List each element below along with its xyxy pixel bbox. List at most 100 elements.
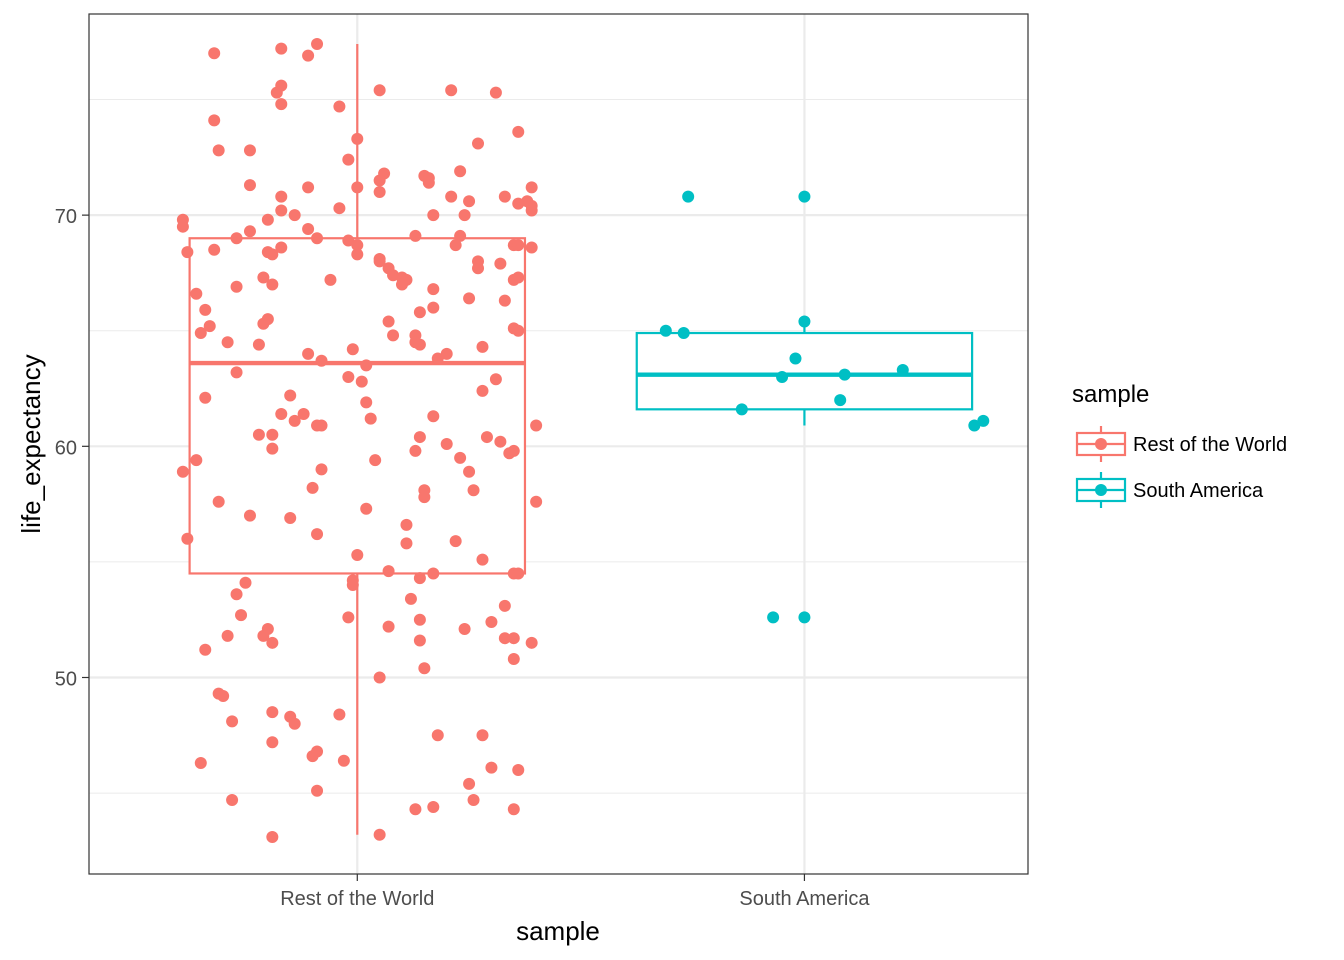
- data-point: [176, 465, 189, 478]
- data-point: [266, 706, 279, 719]
- data-point: [512, 125, 525, 138]
- data-point: [413, 431, 426, 444]
- data-point: [382, 315, 395, 328]
- data-point: [476, 729, 489, 742]
- data-point: [409, 229, 422, 242]
- data-point: [194, 327, 207, 340]
- data-point: [427, 209, 440, 222]
- data-point: [275, 42, 288, 55]
- data-point: [302, 223, 315, 235]
- data-point: [333, 100, 346, 113]
- y-tick-label: 50: [55, 668, 77, 690]
- data-point: [315, 463, 328, 476]
- data-point: [767, 611, 780, 624]
- data-point: [369, 454, 382, 467]
- x-tick-label: South America: [739, 888, 870, 910]
- data-point: [346, 343, 359, 356]
- data-point: [235, 609, 248, 622]
- data-point: [489, 86, 502, 99]
- data-point: [199, 303, 212, 316]
- data-point: [467, 484, 480, 497]
- data-point: [512, 197, 525, 210]
- data-point: [445, 190, 458, 203]
- data-point: [449, 535, 462, 548]
- y-tick-label: 60: [55, 437, 77, 459]
- data-point: [838, 368, 851, 381]
- data-point: [418, 662, 431, 675]
- data-point: [266, 278, 279, 291]
- data-point: [512, 324, 525, 337]
- data-point: [230, 280, 243, 293]
- data-point: [284, 389, 297, 402]
- data-point: [677, 327, 690, 340]
- data-point: [431, 729, 444, 742]
- data-point: [798, 611, 811, 624]
- data-point: [789, 352, 802, 365]
- data-point: [463, 777, 476, 790]
- axes: 50 60 70 Rest of the World South America: [55, 206, 871, 910]
- data-point: [512, 239, 525, 252]
- data-point: [243, 509, 256, 522]
- data-point: [351, 132, 364, 145]
- legend-key-rest-of-the-world: Rest of the World: [1075, 426, 1287, 462]
- data-point: [311, 38, 324, 51]
- legend-key-point: [1095, 484, 1107, 496]
- data-point: [333, 708, 346, 721]
- data-point: [413, 613, 426, 626]
- data-point: [476, 340, 489, 353]
- data-point: [463, 465, 476, 478]
- legend-label: Rest of the World: [1133, 434, 1287, 456]
- data-point: [454, 165, 467, 178]
- legend-items: Rest of the World South America: [1075, 426, 1287, 508]
- data-point: [485, 616, 498, 629]
- data-point: [454, 229, 467, 242]
- data-point: [418, 491, 431, 504]
- data-point: [735, 403, 748, 416]
- data-point: [181, 246, 194, 259]
- y-axis-title: life_expectancy: [16, 354, 46, 533]
- data-point: [489, 373, 502, 386]
- data-point: [351, 181, 364, 194]
- data-point: [400, 537, 413, 550]
- data-point: [463, 195, 476, 208]
- data-point: [333, 202, 346, 215]
- data-point: [217, 689, 230, 702]
- data-point: [373, 174, 386, 187]
- data-point: [302, 347, 315, 360]
- data-point: [498, 632, 511, 645]
- data-point: [449, 239, 462, 252]
- legend: sample Rest of the World South America: [1072, 381, 1287, 508]
- data-point: [275, 204, 288, 217]
- data-point: [409, 803, 422, 816]
- data-point: [226, 715, 239, 728]
- data-point: [266, 831, 279, 844]
- data-point: [324, 273, 337, 286]
- legend-label: South America: [1133, 480, 1264, 502]
- data-points: [176, 38, 990, 844]
- data-point: [342, 234, 355, 247]
- legend-key-point: [1095, 438, 1107, 450]
- data-point: [422, 176, 435, 189]
- data-point: [400, 518, 413, 531]
- data-point: [194, 757, 207, 770]
- data-point: [373, 671, 386, 684]
- data-point: [230, 366, 243, 379]
- data-point: [413, 634, 426, 647]
- data-point: [798, 190, 811, 203]
- data-point: [494, 257, 507, 270]
- data-point: [472, 137, 485, 150]
- data-point: [261, 213, 274, 226]
- data-point: [311, 784, 324, 797]
- data-point: [458, 622, 471, 635]
- data-point: [525, 204, 538, 217]
- data-point: [413, 572, 426, 585]
- data-point: [413, 306, 426, 319]
- legend-key-south-america: South America: [1075, 472, 1264, 508]
- data-point: [226, 794, 239, 807]
- data-point: [431, 352, 444, 365]
- data-point: [252, 338, 265, 351]
- data-point: [239, 576, 252, 589]
- data-point: [288, 717, 301, 730]
- data-point: [530, 495, 543, 508]
